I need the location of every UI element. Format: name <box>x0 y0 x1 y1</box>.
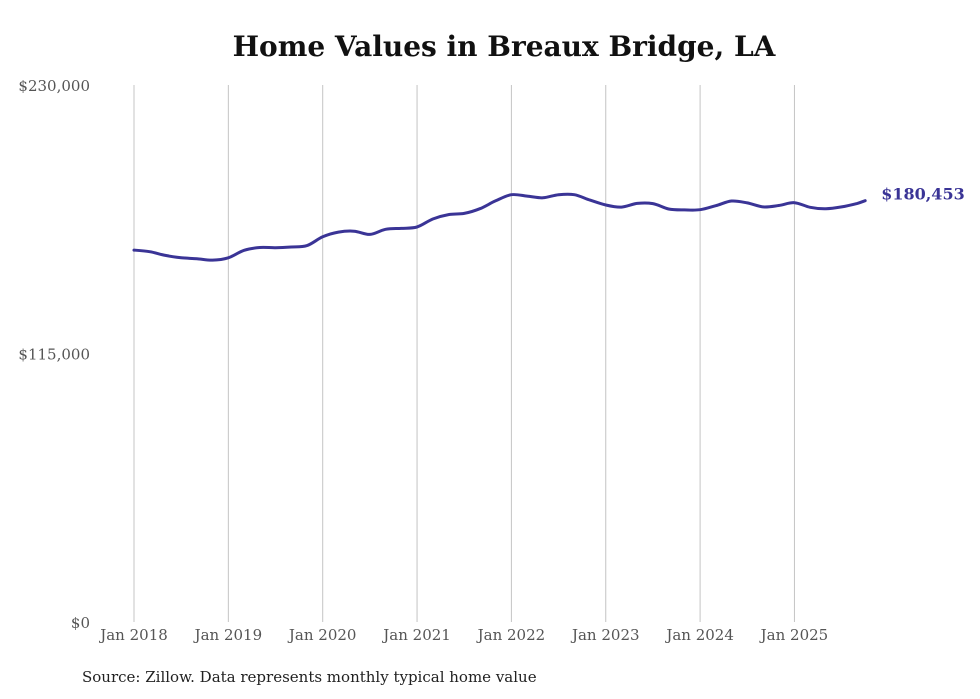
end-value-label: $180,453 <box>881 185 965 204</box>
x-tick-label: Jan 2021 <box>381 626 451 644</box>
y-axis: $0 $115,000 $230,000 <box>18 77 90 632</box>
x-tick-label: Jan 2018 <box>98 626 168 644</box>
source-note: Source: Zillow. Data represents monthly … <box>82 668 537 686</box>
x-tick-label: Jan 2020 <box>287 626 357 644</box>
series-lines <box>132 192 867 262</box>
gridlines <box>133 85 795 622</box>
x-tick-label: Jan 2023 <box>570 626 640 644</box>
data-labels: $180,453 <box>881 185 965 204</box>
series-line <box>132 192 867 262</box>
x-tick-label: Jan 2025 <box>759 626 829 644</box>
x-tick-label: Jan 2019 <box>193 626 263 644</box>
y-tick-label: $0 <box>71 614 90 632</box>
chart-title: Home Values in Breaux Bridge, LA <box>232 30 776 63</box>
x-axis: Jan 2018 Jan 2019 Jan 2020 Jan 2021 Jan 2022… <box>98 626 828 644</box>
x-tick-label: Jan 2022 <box>476 626 546 644</box>
x-tick-label: Jan 2024 <box>664 626 734 644</box>
y-tick-label: $115,000 <box>18 346 90 364</box>
y-tick-label: $230,000 <box>18 77 90 95</box>
